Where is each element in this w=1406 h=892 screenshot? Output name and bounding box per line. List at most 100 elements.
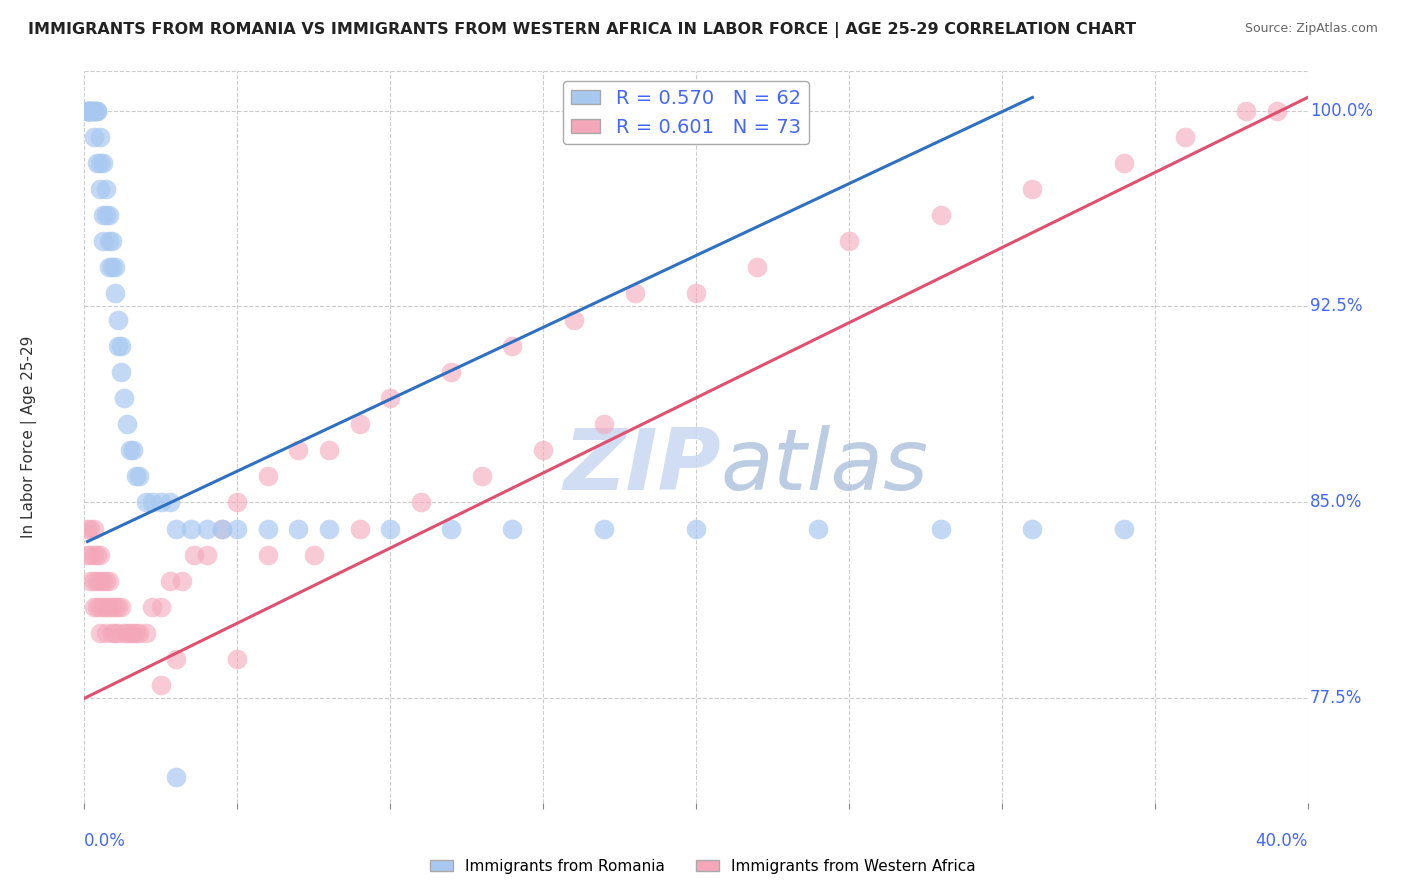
Point bbox=[89, 129, 111, 144]
Point bbox=[685, 286, 707, 301]
Point bbox=[91, 208, 114, 222]
Point bbox=[112, 626, 135, 640]
Point bbox=[929, 208, 952, 222]
Point bbox=[94, 599, 117, 614]
Point bbox=[165, 522, 187, 536]
Point bbox=[349, 417, 371, 431]
Point bbox=[1021, 182, 1043, 196]
Point bbox=[104, 599, 127, 614]
Point bbox=[104, 286, 127, 301]
Point bbox=[226, 522, 249, 536]
Point bbox=[94, 182, 117, 196]
Point bbox=[159, 574, 181, 588]
Point bbox=[107, 599, 129, 614]
Point bbox=[101, 626, 124, 640]
Text: 100.0%: 100.0% bbox=[1310, 102, 1374, 120]
Point bbox=[195, 522, 218, 536]
Point bbox=[86, 103, 108, 118]
Point bbox=[97, 599, 120, 614]
Point bbox=[79, 103, 101, 118]
Text: 40.0%: 40.0% bbox=[1256, 832, 1308, 850]
Point bbox=[502, 339, 524, 353]
Point bbox=[79, 103, 101, 118]
Point bbox=[91, 574, 114, 588]
Point bbox=[83, 103, 105, 118]
Point bbox=[211, 522, 233, 536]
Text: 92.5%: 92.5% bbox=[1310, 297, 1362, 316]
Point bbox=[97, 260, 120, 275]
Point bbox=[79, 103, 101, 118]
Point bbox=[89, 155, 111, 169]
Point bbox=[89, 574, 111, 588]
Point bbox=[120, 626, 142, 640]
Point bbox=[128, 469, 150, 483]
Point bbox=[159, 495, 181, 509]
Point bbox=[83, 574, 105, 588]
Point bbox=[1021, 522, 1043, 536]
Point bbox=[380, 391, 402, 405]
Point bbox=[1114, 522, 1136, 536]
Point bbox=[562, 312, 585, 326]
Point bbox=[83, 129, 105, 144]
Point bbox=[380, 522, 402, 536]
Point bbox=[83, 103, 105, 118]
Point bbox=[1234, 103, 1257, 118]
Point bbox=[86, 599, 108, 614]
Point bbox=[86, 548, 108, 562]
Point bbox=[101, 260, 124, 275]
Point bbox=[86, 155, 108, 169]
Point bbox=[440, 522, 463, 536]
Point bbox=[1114, 155, 1136, 169]
Point bbox=[110, 599, 132, 614]
Point bbox=[94, 208, 117, 222]
Point bbox=[929, 522, 952, 536]
Point bbox=[141, 599, 163, 614]
Point bbox=[141, 495, 163, 509]
Point bbox=[318, 522, 340, 536]
Point bbox=[115, 417, 138, 431]
Point bbox=[76, 522, 98, 536]
Point bbox=[97, 208, 120, 222]
Point bbox=[318, 443, 340, 458]
Point bbox=[101, 599, 124, 614]
Point bbox=[104, 626, 127, 640]
Point bbox=[838, 234, 860, 248]
Point bbox=[125, 469, 148, 483]
Point bbox=[183, 548, 205, 562]
Point bbox=[89, 626, 111, 640]
Point bbox=[91, 599, 114, 614]
Point bbox=[165, 770, 187, 784]
Point bbox=[89, 182, 111, 196]
Point bbox=[287, 443, 309, 458]
Point bbox=[97, 234, 120, 248]
Point bbox=[107, 626, 129, 640]
Point bbox=[79, 548, 101, 562]
Point bbox=[83, 522, 105, 536]
Point bbox=[110, 339, 132, 353]
Point bbox=[107, 312, 129, 326]
Text: In Labor Force | Age 25-29: In Labor Force | Age 25-29 bbox=[21, 336, 38, 538]
Point bbox=[76, 103, 98, 118]
Point bbox=[1174, 129, 1197, 144]
Point bbox=[257, 522, 280, 536]
Point bbox=[471, 469, 494, 483]
Legend: R = 0.570   N = 62, R = 0.601   N = 73: R = 0.570 N = 62, R = 0.601 N = 73 bbox=[564, 81, 808, 145]
Point bbox=[86, 103, 108, 118]
Text: 77.5%: 77.5% bbox=[1310, 690, 1362, 707]
Point bbox=[257, 469, 280, 483]
Point bbox=[120, 443, 142, 458]
Point bbox=[128, 626, 150, 640]
Point bbox=[122, 443, 145, 458]
Point bbox=[83, 103, 105, 118]
Point bbox=[97, 574, 120, 588]
Point bbox=[76, 548, 98, 562]
Point bbox=[747, 260, 769, 275]
Point bbox=[165, 652, 187, 666]
Point bbox=[257, 548, 280, 562]
Point bbox=[107, 339, 129, 353]
Point bbox=[226, 652, 249, 666]
Point bbox=[149, 495, 172, 509]
Point bbox=[104, 260, 127, 275]
Point bbox=[110, 365, 132, 379]
Point bbox=[409, 495, 432, 509]
